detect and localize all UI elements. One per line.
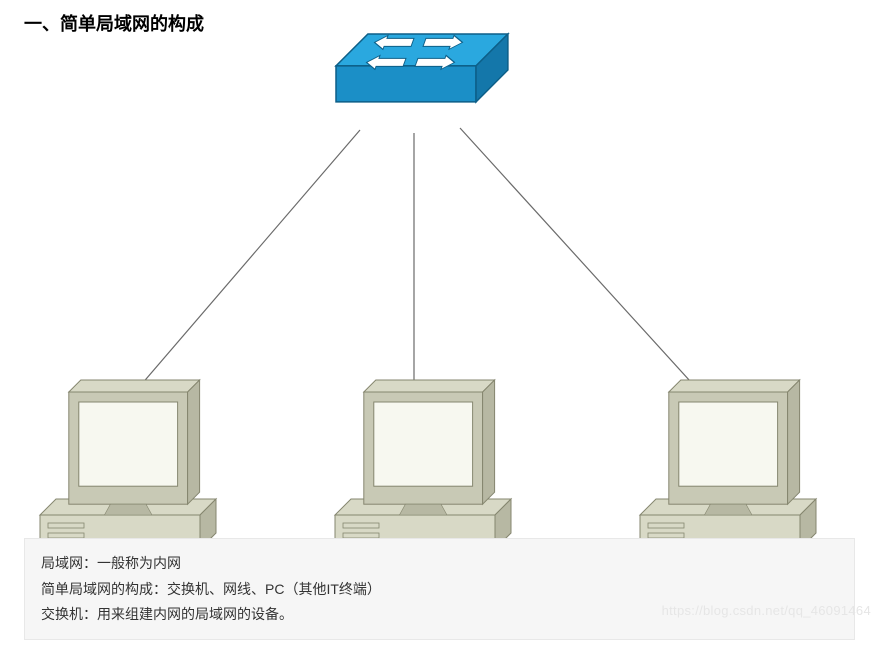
pc-3 [640,380,816,549]
info-line-1: 局域网：一般称为内网 [41,551,838,576]
cable-1 [116,130,360,414]
switch-device [336,34,508,102]
info-line-2: 简单局域网的构成：交换机、网线、PC（其他IT终端） [41,577,838,602]
info-box: 局域网：一般称为内网 简单局域网的构成：交换机、网线、PC（其他IT终端） 交换… [24,538,855,640]
info-line-3: 交换机：用来组建内网的局域网的设备。 [41,602,838,627]
cable-3 [460,128,720,414]
pc-2 [335,380,511,549]
network-diagram [0,20,879,550]
pc-1 [40,380,216,549]
